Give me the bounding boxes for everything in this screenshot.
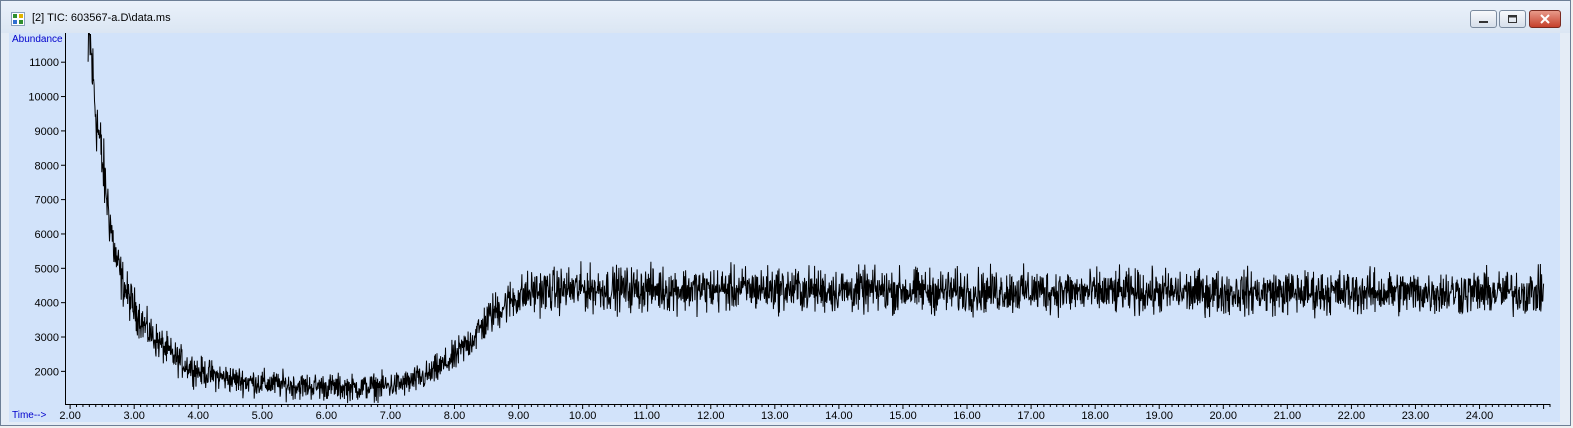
y-tick-label: 11000 [29, 57, 59, 69]
x-tick-label: 22.00 [1338, 410, 1366, 422]
x-tick-label: 5.00 [252, 410, 273, 422]
y-ticks: 2000 3000 4000 5000 6000 7000 8000 9000 10000 110… [28, 57, 65, 378]
x-tick-label: 2.00 [59, 410, 80, 422]
minimize-icon [1479, 21, 1488, 23]
title-bar[interactable]: [2] TIC: 603567-a.D\data.ms [1, 1, 1570, 33]
y-tick-label: 6000 [35, 229, 59, 241]
chromatogram-chart: Abundance Time--> 2000 3000 4000 5000 6000 70… [12, 32, 1551, 422]
chromatogram-icon [11, 12, 25, 26]
x-tick-label: 17.00 [1017, 410, 1045, 422]
x-tick-label: 12.00 [697, 410, 725, 422]
y-tick-label: 10000 [28, 92, 59, 104]
close-icon [1540, 14, 1550, 24]
tic-trace [87, 32, 1545, 404]
x-tick-label: 18.00 [1081, 410, 1109, 422]
x-ticks: 2.00 3.00 4.00 5.00 6.00 7.00 8.00 9.00 10.00 11.… [59, 404, 1551, 422]
y-tick-label: 2000 [35, 366, 59, 378]
y-tick-label: 4000 [35, 298, 59, 310]
x-tick-label: 13.00 [761, 410, 789, 422]
maximize-button[interactable] [1499, 10, 1526, 28]
x-tick-label: 15.00 [889, 410, 917, 422]
x-tick-label: 16.00 [953, 410, 981, 422]
y-tick-label: 8000 [35, 160, 59, 172]
y-tick-label: 7000 [35, 195, 59, 207]
y-axis-label: Abundance [12, 34, 63, 45]
x-tick-label: 21.00 [1274, 410, 1302, 422]
maximize-icon [1508, 15, 1517, 23]
x-tick-label: 23.00 [1402, 410, 1430, 422]
x-tick-label: 3.00 [123, 410, 144, 422]
x-tick-label: 11.00 [633, 410, 660, 422]
y-tick-label: 3000 [35, 332, 59, 344]
x-tick-label: 9.00 [508, 410, 529, 422]
y-tick-label: 5000 [35, 263, 59, 275]
window-title: [2] TIC: 603567-a.D\data.ms [32, 12, 171, 24]
x-tick-label: 6.00 [316, 410, 337, 422]
x-tick-label: 4.00 [188, 410, 209, 422]
x-tick-label: 19.00 [1145, 410, 1173, 422]
plot-area[interactable]: Abundance Time--> 2000 3000 4000 5000 6000 70… [9, 32, 1560, 422]
minimize-button[interactable] [1470, 10, 1497, 28]
x-axis-label: Time--> [12, 410, 47, 421]
close-button[interactable] [1529, 10, 1561, 28]
x-tick-label: 14.00 [825, 410, 853, 422]
y-tick-label: 9000 [35, 126, 59, 138]
x-tick-label: 8.00 [444, 410, 465, 422]
x-tick-label: 24.00 [1466, 410, 1494, 422]
x-tick-label: 7.00 [380, 410, 401, 422]
x-tick-label: 20.00 [1210, 410, 1238, 422]
x-tick-label: 10.00 [569, 410, 597, 422]
